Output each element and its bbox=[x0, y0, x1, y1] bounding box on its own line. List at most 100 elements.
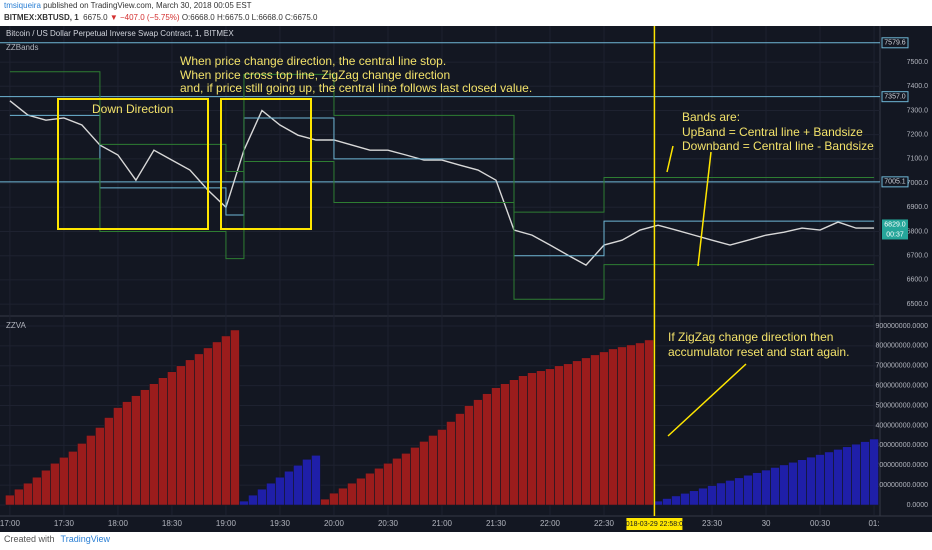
x-tick-label: 18:00 bbox=[108, 519, 129, 528]
chart-title: Bitcoin / US Dollar Perpetual Inverse Sw… bbox=[6, 29, 234, 38]
bar bbox=[500, 383, 510, 506]
bar bbox=[797, 459, 807, 506]
x-tick-label: 20:30 bbox=[378, 519, 399, 528]
bar bbox=[392, 457, 402, 506]
bar bbox=[860, 441, 870, 506]
y-tick-label: 600000000.0000 bbox=[875, 383, 928, 390]
bar bbox=[221, 335, 231, 506]
x-tick-label: 22:00 bbox=[540, 519, 561, 528]
price: 6675.0 bbox=[83, 13, 108, 22]
series-line bbox=[9, 100, 875, 267]
bar bbox=[185, 359, 195, 506]
bar bbox=[770, 467, 780, 506]
annotation: Down Direction bbox=[92, 102, 173, 116]
bar bbox=[842, 446, 852, 506]
annotation-box bbox=[220, 98, 312, 230]
price-pane: 6500.0 6600.0 6700.0 6800.0 6900.0 7000.0 7100… bbox=[0, 26, 928, 515]
bar bbox=[824, 451, 834, 506]
bar bbox=[869, 438, 879, 506]
header: tmsiqueira published on TradingView.com,… bbox=[4, 0, 932, 24]
last-price-label: 6829.0 bbox=[884, 221, 906, 228]
bar bbox=[401, 453, 411, 506]
header-line-1: tmsiqueira published on TradingView.com,… bbox=[4, 0, 932, 12]
bar bbox=[158, 377, 168, 506]
level-label: 7357.0 bbox=[884, 94, 906, 101]
bar bbox=[698, 487, 708, 506]
bar bbox=[212, 341, 222, 506]
header-line-2: BITMEX:XBTUSD, 1 6675.0 ▼ −407.0 (−5.75%… bbox=[4, 12, 932, 24]
bar bbox=[608, 348, 618, 506]
bar bbox=[32, 476, 42, 506]
x-tick-label: 00:30 bbox=[810, 519, 831, 528]
countdown: 00:37 bbox=[886, 231, 904, 238]
bar bbox=[338, 487, 348, 506]
bar bbox=[464, 405, 474, 506]
pane-title: ZZVA bbox=[6, 321, 27, 330]
bar bbox=[230, 329, 240, 506]
annotation-shapes bbox=[57, 98, 747, 437]
y-tick-label: 400000000.0000 bbox=[875, 422, 928, 429]
y-tick-label: 700000000.0000 bbox=[875, 363, 928, 370]
change: ▼ −407.0 (−5.75%) bbox=[109, 13, 180, 22]
bar bbox=[482, 393, 492, 506]
bar bbox=[23, 482, 33, 506]
bar bbox=[671, 495, 681, 506]
brand[interactable]: TradingView bbox=[60, 534, 111, 544]
bar bbox=[428, 435, 438, 506]
y-tick-label: 500000000.0000 bbox=[875, 402, 928, 409]
bar bbox=[140, 389, 150, 506]
bar bbox=[302, 458, 312, 506]
annotation: Downband = Central line - Bandsize bbox=[682, 139, 874, 153]
ohlc: O:6668.0 H:6675.0 L:6668.0 C:6675.0 bbox=[181, 13, 318, 22]
bar bbox=[437, 429, 447, 506]
bar bbox=[50, 462, 60, 506]
bar bbox=[599, 351, 609, 506]
bar bbox=[176, 365, 186, 506]
y-tick-label: 7400.0 bbox=[907, 83, 929, 90]
bar bbox=[833, 449, 843, 506]
bar bbox=[662, 498, 672, 506]
last-price-bg bbox=[882, 219, 908, 240]
annotation: When price cross top line, ZigZag change… bbox=[180, 68, 450, 82]
x-tick-label: 20:00 bbox=[324, 519, 345, 528]
bar bbox=[851, 443, 861, 506]
series-line bbox=[9, 71, 875, 213]
bar bbox=[707, 485, 717, 506]
bar bbox=[383, 462, 393, 506]
bar bbox=[167, 371, 177, 506]
bar bbox=[356, 477, 366, 506]
level-label: 7005.1 bbox=[884, 179, 906, 186]
cursor-label: 2018-03-29 22:58:00 bbox=[622, 521, 687, 528]
bar bbox=[14, 488, 24, 506]
chart: 6500.0 6600.0 6700.0 6800.0 6900.0 7000.0 7100… bbox=[0, 26, 932, 532]
bar bbox=[680, 493, 690, 506]
level-label-bg bbox=[881, 176, 909, 188]
bar bbox=[554, 365, 564, 506]
bar bbox=[473, 399, 483, 506]
x-tick-label: 01: bbox=[868, 519, 879, 528]
bar bbox=[581, 357, 591, 506]
y-tick-label: 200000000.0000 bbox=[875, 462, 928, 469]
annotation: Bands are: bbox=[682, 110, 740, 124]
bar bbox=[257, 488, 267, 506]
bar bbox=[104, 417, 114, 506]
bar bbox=[644, 339, 654, 506]
bar bbox=[716, 482, 726, 506]
bar bbox=[113, 407, 123, 506]
author[interactable]: tmsiqueira bbox=[4, 1, 41, 10]
symbol: BITMEX:XBTUSD, 1 bbox=[4, 13, 79, 22]
footer: Created with TradingView bbox=[4, 534, 110, 544]
y-tick-label: 800000000.0000 bbox=[875, 343, 928, 350]
bar bbox=[41, 469, 51, 506]
x-tick-label: 18:30 bbox=[162, 519, 183, 528]
bar bbox=[149, 383, 159, 506]
y-tick-label: 6800.0 bbox=[907, 228, 929, 235]
annotation: and, if price still going up, the centra… bbox=[180, 81, 532, 95]
annotation-arrow bbox=[697, 151, 712, 267]
annotation: When price change direction, the central… bbox=[180, 54, 446, 68]
bar bbox=[563, 363, 573, 506]
level-label: 7579.6 bbox=[884, 40, 906, 47]
pane-title: ZZBands bbox=[6, 43, 38, 52]
annotation-arrow bbox=[667, 363, 747, 437]
